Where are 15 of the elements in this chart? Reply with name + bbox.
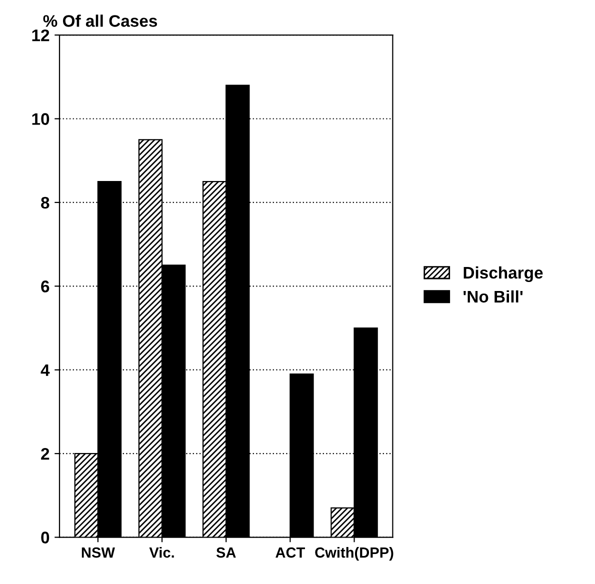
x-tick-label: NSW [82, 547, 115, 558]
legend-label: Discharge [464, 266, 543, 282]
x-tick-label: Vic. [149, 547, 174, 558]
y-axis-title: % Of all Cases [43, 14, 158, 27]
y-tick-label: 2 [41, 448, 50, 460]
x-tick-label: SA [216, 547, 236, 558]
y-tick-label: 10 [32, 113, 50, 125]
y-tick-label: 0 [41, 532, 50, 544]
x-tick-label: ACT [276, 547, 306, 558]
y-tick-label: 6 [41, 280, 50, 292]
y-tick-label: 8 [41, 196, 50, 209]
legend-label: 'No Bill' [464, 290, 523, 303]
x-tick-label: Cwith(DPP) [315, 547, 394, 561]
y-tick-label: 12 [32, 29, 50, 42]
y-tick-label: 4 [40, 364, 50, 376]
